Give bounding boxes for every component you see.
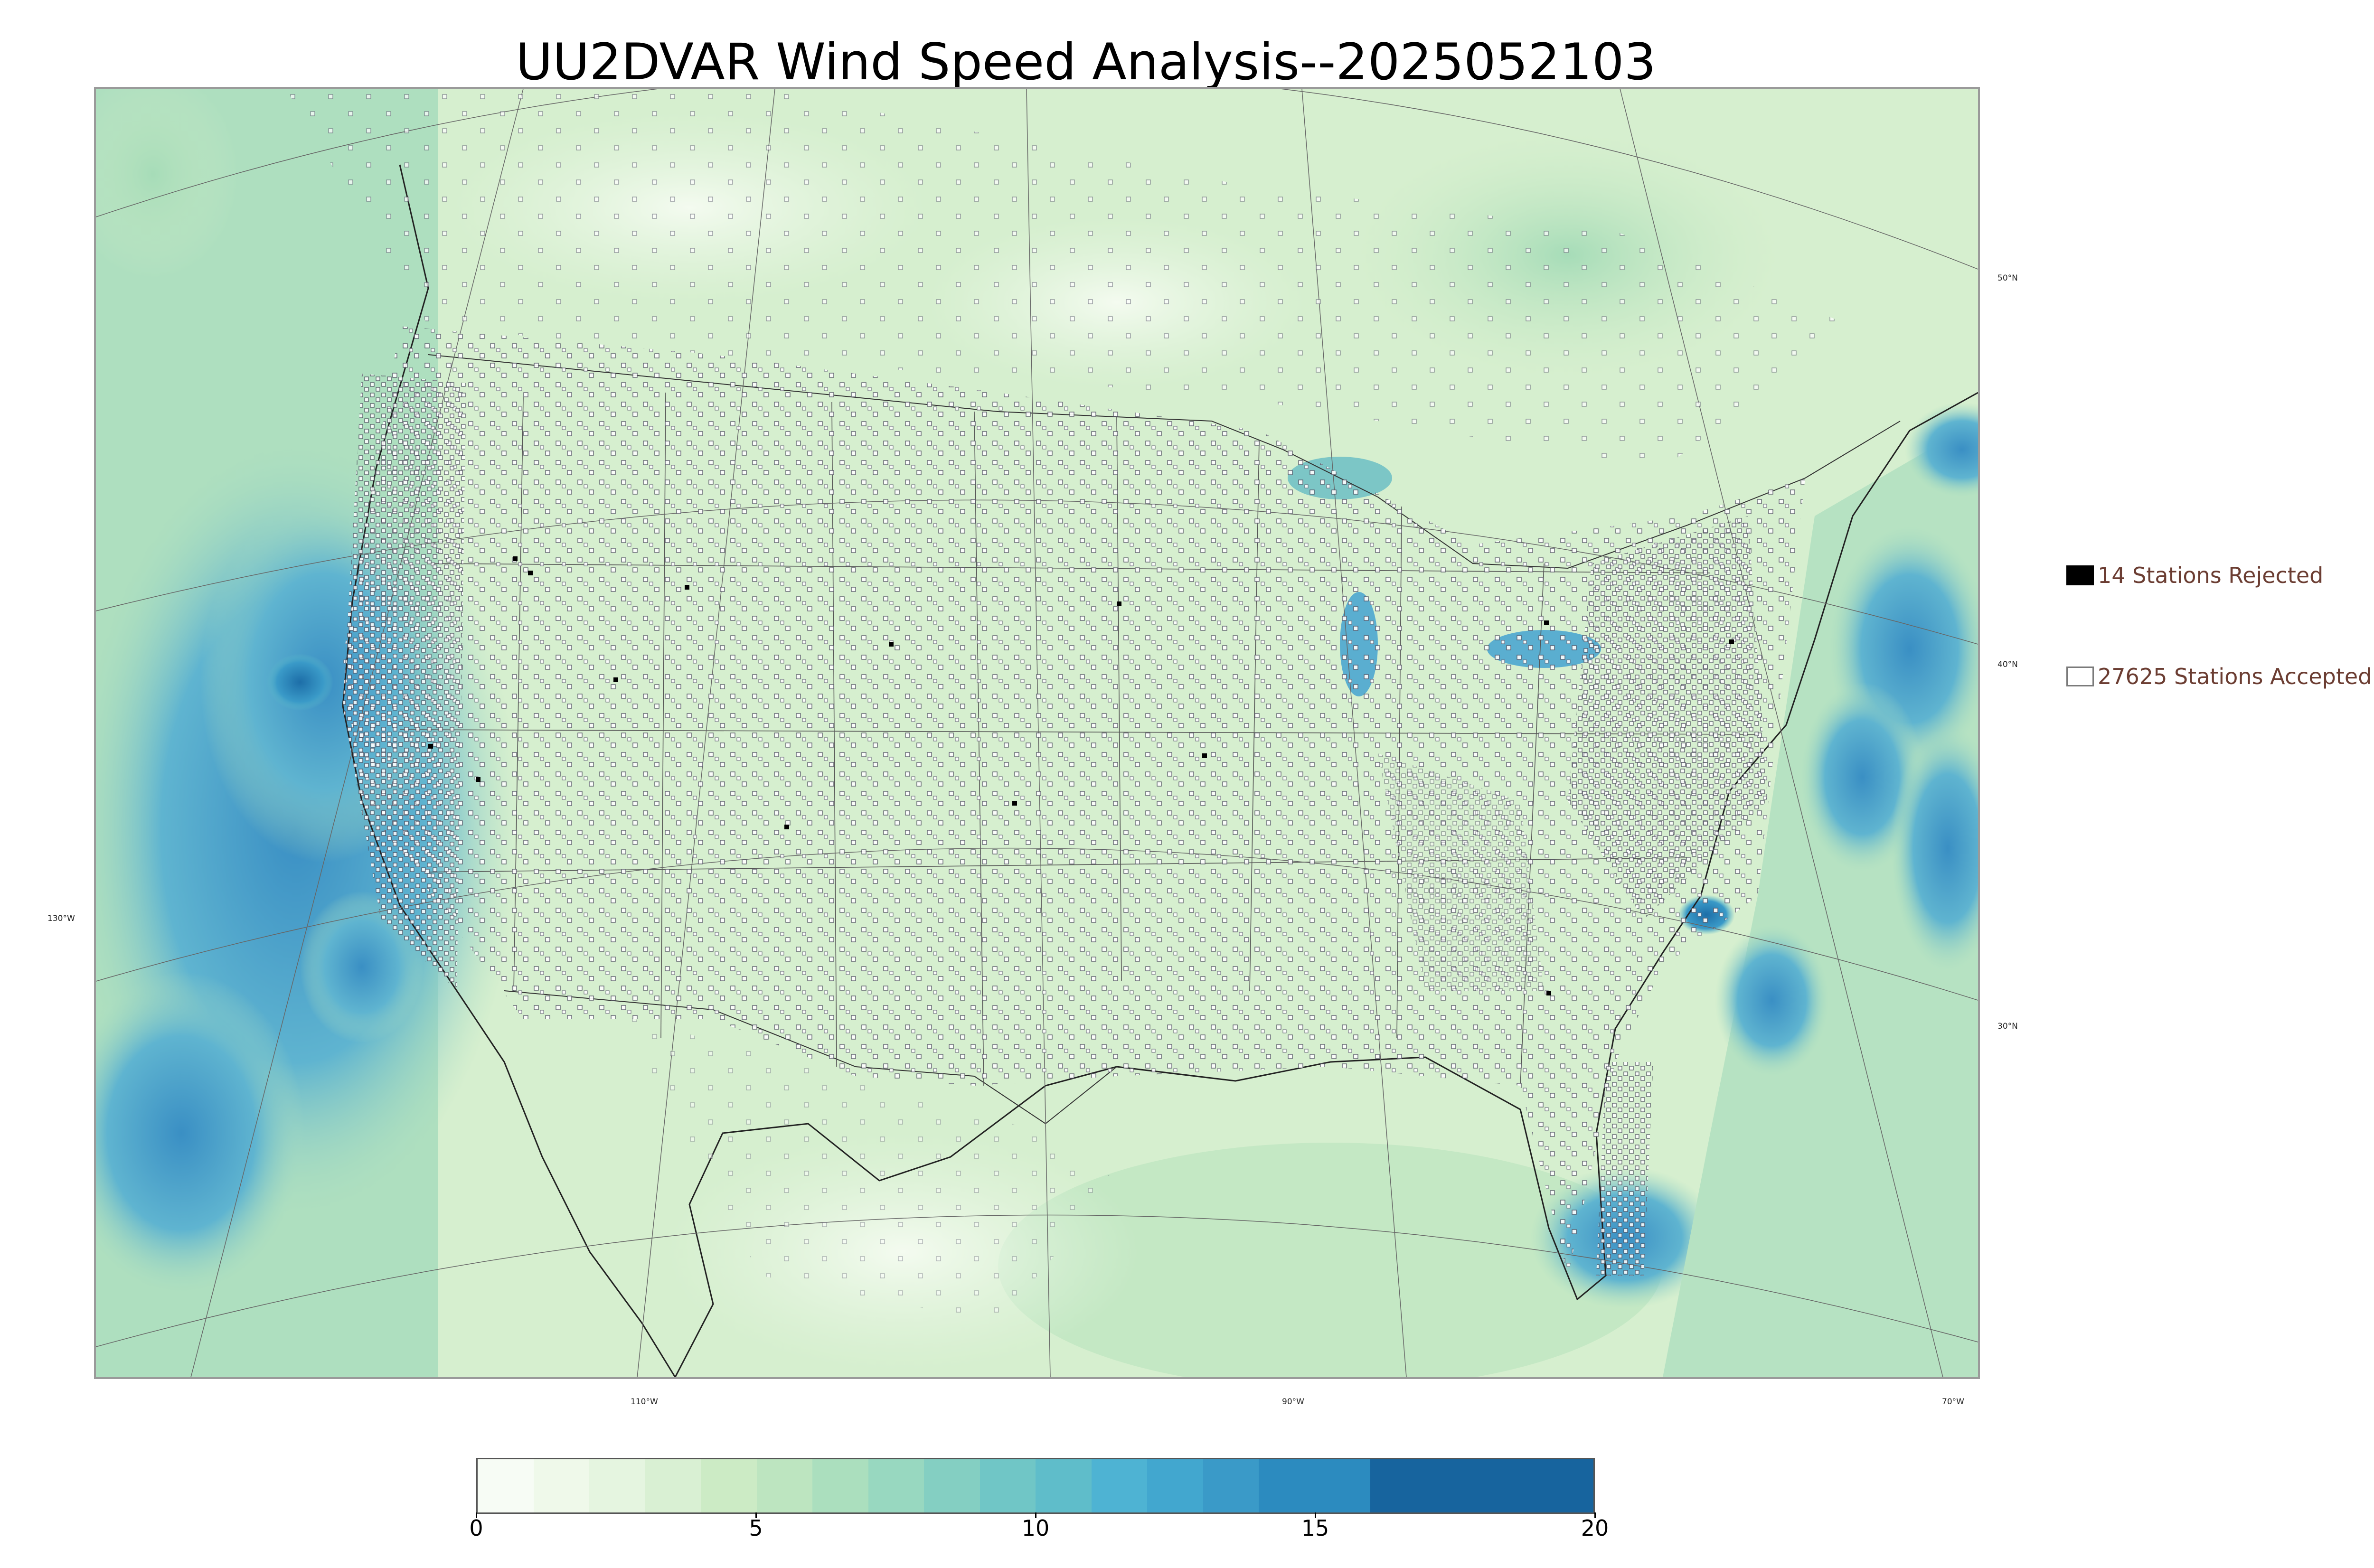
- lon-label-110w: 110°W: [631, 1397, 658, 1407]
- colorbar-tick-mark: [1315, 1512, 1316, 1518]
- lat-label-40n: 40°N: [1997, 660, 2018, 669]
- colorbar-bin: [701, 1459, 757, 1512]
- accepted-swatch-icon: [2066, 667, 2094, 686]
- lat-label-50n: 50°N: [1997, 273, 2018, 283]
- colorbar-tick-label: 10: [1021, 1515, 1050, 1541]
- colorbar-bin: [1091, 1459, 1147, 1512]
- colorbar-bin: [1370, 1459, 1593, 1512]
- colorbar-tick-label: 15: [1301, 1515, 1329, 1541]
- colorbar-bin: [812, 1459, 868, 1512]
- wind-speed-colorbar: [476, 1458, 1595, 1514]
- colorbar-bin: [533, 1459, 589, 1512]
- colorbar-bin: [1147, 1459, 1203, 1512]
- pacific-wind-maximum: [267, 654, 333, 711]
- colorbar-bin: [868, 1459, 924, 1512]
- colorbar-tick-label: 5: [749, 1515, 763, 1541]
- legend-rejected-label: 14 Stations Rejected: [2098, 563, 2324, 588]
- accepted-stations: [286, 89, 1853, 1323]
- rejected-swatch-icon: [2066, 565, 2094, 585]
- colorbar-bin: [589, 1459, 645, 1512]
- rejected-stations: [428, 556, 1734, 995]
- colorbar-bin: [756, 1459, 812, 1512]
- colorbar-tick-mark: [755, 1512, 757, 1518]
- wind-speed-map: [94, 87, 1980, 1379]
- colorbar-bin: [1203, 1459, 1259, 1512]
- colorbar-tick-mark: [476, 1512, 477, 1518]
- colorbar-tick-mark: [1594, 1512, 1596, 1518]
- colorbar-tick-label: 0: [469, 1515, 483, 1541]
- legend-accepted-label: 27625 Stations Accepted: [2098, 664, 2372, 689]
- lon-label-70w: 70°W: [1942, 1397, 1964, 1407]
- colorbar-bin: [1036, 1459, 1092, 1512]
- legend-rejected: 14 Stations Rejected: [2066, 563, 2323, 588]
- colorbar-tick-label: 20: [1581, 1515, 1609, 1541]
- colorbar-bin: [645, 1459, 701, 1512]
- colorbar-bin: [478, 1459, 534, 1512]
- map-canvas: [96, 89, 1978, 1377]
- colorbar-bin: [924, 1459, 980, 1512]
- colorbar-bin: [980, 1459, 1036, 1512]
- colorbar-bin: [1259, 1459, 1370, 1512]
- lon-label-90w: 90°W: [1282, 1397, 1304, 1407]
- lat-label-30n: 30°N: [1997, 1022, 2018, 1031]
- gulf-of-mexico: [998, 1143, 1663, 1377]
- lon-label-130w: 130°W: [47, 914, 75, 923]
- map-title: UU2DVAR Wind Speed Analysis--2025052103: [516, 33, 1656, 91]
- legend-accepted: 27625 Stations Accepted: [2066, 664, 2372, 689]
- colorbar-tick-mark: [1035, 1512, 1036, 1518]
